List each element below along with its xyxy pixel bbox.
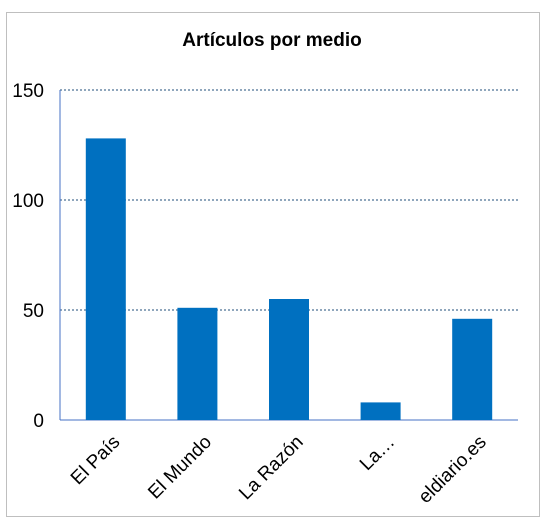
y-tick-label: 0: [33, 411, 44, 432]
chart-title: Artículos por medio: [182, 30, 361, 51]
x-tick-label: La Razón: [235, 432, 307, 504]
gridlines: [60, 89, 518, 311]
y-tick-label: 50: [23, 301, 44, 322]
bar: [85, 138, 126, 420]
y-tick-label: 150: [12, 81, 44, 102]
x-tick-label: La…: [356, 432, 399, 475]
x-tick-label: El Mundo: [144, 432, 216, 504]
bar: [360, 402, 401, 420]
y-tick-label: 100: [12, 191, 44, 212]
bar: [269, 299, 309, 420]
bar: [177, 307, 218, 420]
bar: [452, 318, 493, 420]
x-tick-labels: El País El Mundo La Razón La… eldiario.es: [67, 432, 491, 508]
bars: [85, 138, 493, 420]
x-tick-label: El País: [67, 432, 124, 489]
y-tick-labels: 0 50 100 150: [12, 81, 44, 432]
x-tick-label: eldiario.es: [415, 432, 491, 508]
